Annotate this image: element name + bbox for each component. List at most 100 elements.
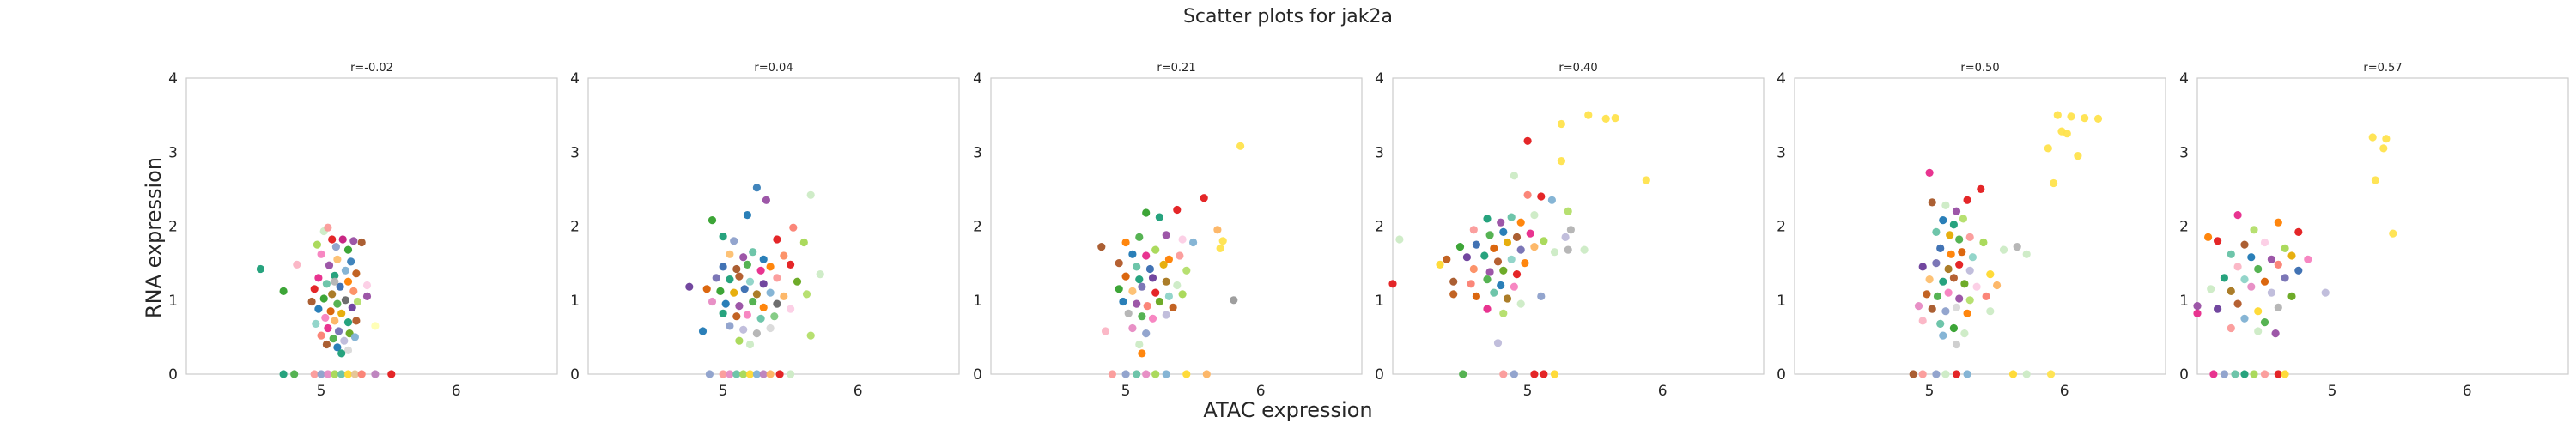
data-point bbox=[2281, 244, 2289, 252]
data-point bbox=[1982, 292, 1990, 300]
data-point bbox=[328, 290, 337, 299]
subplot-title: r=0.50 bbox=[1960, 62, 1999, 75]
data-point bbox=[749, 248, 757, 257]
data-point bbox=[1566, 226, 1575, 234]
data-point bbox=[2287, 292, 2296, 300]
data-point bbox=[766, 288, 775, 297]
data-point bbox=[1178, 290, 1187, 299]
data-point bbox=[1968, 253, 1977, 262]
data-point bbox=[317, 331, 325, 340]
data-point bbox=[333, 299, 342, 308]
data-point bbox=[2093, 114, 2103, 123]
data-point bbox=[698, 327, 708, 335]
data-point bbox=[1550, 248, 1559, 257]
data-point bbox=[1521, 259, 1529, 268]
x-tick-label: 6 bbox=[2060, 383, 2069, 400]
data-point bbox=[1213, 226, 1222, 234]
panel-6: r=0.57 0 1 2 3 4 5 6 bbox=[2179, 62, 2569, 400]
data-point bbox=[787, 370, 795, 378]
data-point bbox=[2220, 274, 2228, 282]
data-point bbox=[719, 233, 727, 241]
data-point bbox=[739, 370, 748, 378]
x-tick-label: 5 bbox=[1925, 383, 1935, 400]
data-point bbox=[1499, 370, 1508, 378]
data-point bbox=[1493, 339, 1503, 347]
data-point bbox=[1151, 288, 1160, 297]
data-point bbox=[324, 223, 332, 232]
data-point bbox=[1909, 370, 1917, 378]
data-point bbox=[1483, 305, 1492, 313]
data-point bbox=[2067, 112, 2075, 121]
y-tick-label: 2 bbox=[973, 219, 982, 236]
data-point bbox=[732, 370, 741, 378]
data-point bbox=[1955, 235, 1964, 244]
data-point bbox=[1395, 235, 1404, 244]
y-tick-label: 0 bbox=[973, 366, 982, 384]
data-point bbox=[1510, 172, 1518, 180]
data-point bbox=[1173, 205, 1182, 214]
x-tick-label: 6 bbox=[2463, 383, 2472, 400]
data-point bbox=[343, 370, 353, 378]
data-point bbox=[745, 277, 755, 286]
data-point bbox=[721, 299, 730, 308]
data-point bbox=[307, 297, 316, 306]
data-point bbox=[347, 257, 355, 266]
y-tick-label: 2 bbox=[570, 219, 580, 236]
y-tick-label: 4 bbox=[168, 70, 178, 88]
data-point bbox=[2267, 255, 2275, 263]
data-point bbox=[1121, 370, 1130, 378]
data-point bbox=[1936, 319, 1945, 328]
data-point bbox=[2250, 226, 2258, 234]
y-tick-label: 0 bbox=[168, 366, 178, 384]
y-tick-label: 1 bbox=[570, 293, 580, 310]
data-point bbox=[2046, 370, 2056, 378]
y-tick-label: 4 bbox=[973, 70, 982, 88]
plot-frame bbox=[1794, 77, 2166, 375]
data-point bbox=[1449, 290, 1458, 299]
data-point bbox=[1189, 238, 1198, 247]
data-point bbox=[740, 285, 749, 293]
data-point bbox=[1963, 370, 1971, 378]
data-point bbox=[1986, 307, 1995, 316]
data-point bbox=[1530, 243, 1539, 251]
data-point bbox=[766, 323, 775, 333]
data-point bbox=[293, 260, 301, 269]
data-point bbox=[1944, 264, 1953, 274]
data-point bbox=[334, 327, 343, 335]
y-tick-label: 2 bbox=[2179, 219, 2189, 236]
data-point bbox=[1547, 196, 1556, 204]
subplot-title: r=0.04 bbox=[754, 62, 793, 75]
data-point bbox=[2081, 114, 2089, 123]
data-point bbox=[1148, 274, 1157, 282]
data-point bbox=[1510, 370, 1518, 378]
data-point bbox=[735, 336, 744, 345]
data-point bbox=[1124, 309, 1133, 317]
data-point bbox=[1469, 264, 1478, 274]
data-point bbox=[1480, 251, 1489, 260]
data-point bbox=[1485, 231, 1494, 239]
data-point bbox=[743, 311, 752, 319]
y-tick-label: 3 bbox=[570, 144, 580, 161]
data-point bbox=[1952, 340, 1961, 349]
data-point bbox=[1925, 168, 1934, 177]
data-point bbox=[324, 323, 332, 333]
data-point bbox=[349, 287, 358, 295]
data-point bbox=[1939, 216, 1947, 225]
data-point bbox=[1462, 253, 1471, 262]
data-point bbox=[337, 309, 346, 317]
data-point bbox=[1145, 264, 1154, 274]
data-point bbox=[2260, 238, 2269, 247]
data-point bbox=[1467, 280, 1475, 288]
data-point bbox=[1941, 307, 1950, 316]
points-group bbox=[256, 223, 396, 378]
data-point bbox=[343, 318, 353, 327]
data-point bbox=[310, 370, 319, 378]
data-point bbox=[1516, 218, 1525, 227]
panels: r=-0.02 0 1 2 3 4 5 6 r=0.04 0 1 2 3 4 5 6 r=0.21 0 1 2 3 4 5 6… bbox=[168, 62, 2569, 400]
data-point bbox=[1101, 327, 1110, 335]
data-point bbox=[1503, 238, 1512, 247]
panel-4: r=0.40 0 1 2 3 4 5 6 bbox=[1375, 62, 1765, 400]
data-point bbox=[2240, 275, 2249, 284]
data-point bbox=[362, 281, 372, 290]
data-point bbox=[2227, 323, 2235, 333]
